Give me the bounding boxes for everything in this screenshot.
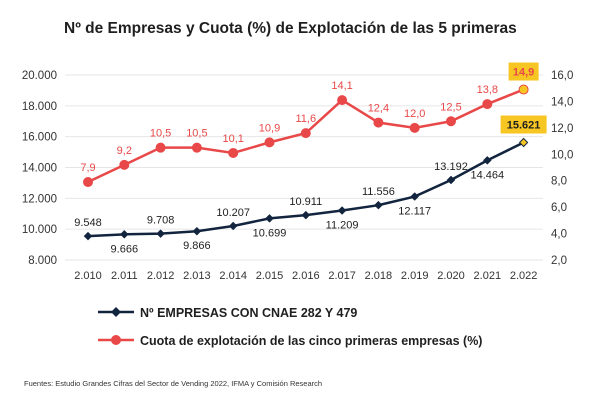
data-label-empresas: 12.117 [398,206,431,218]
marker-cuota [155,142,166,153]
marker-empresas [337,206,347,215]
marker-empresas [265,214,274,223]
right-axis: 2,0 4,0 6,0 8,0 10,0 12,0 14,0 16,0 [551,70,573,267]
x-tick-label: 2.019 [401,270,429,282]
data-label-empresas: 11.556 [362,186,395,198]
x-tick-label: 2.018 [365,270,393,282]
legend: Nº EMPRESAS CON CNAE 282 Y 479 Cuota de e… [98,306,482,348]
data-label-cuota: 14,9 [513,67,534,79]
marker-cuota [264,137,275,148]
marker-empresas [156,229,165,239]
data-label-empresas: 13.192 [434,161,468,173]
data-label-cuota: 12,0 [404,108,425,120]
highlight-box [500,115,547,134]
marker-empresas [228,221,238,231]
right-tick-label: 14,0 [551,96,573,108]
x-tick-label: 2.022 [510,270,538,282]
marker-cuota [83,177,93,188]
marker-empresas [192,226,202,236]
x-tick-label: 2.017 [328,270,356,282]
data-label-cuota: 9,2 [117,145,132,157]
marker-cuota [518,84,529,95]
x-tick-label: 2.016 [292,270,320,282]
left-tick-label: 12.000 [22,193,57,205]
data-label-empresas: 10.699 [253,227,287,239]
legend-marker-cuota [111,335,121,345]
marker-cuota [373,117,384,128]
left-tick-label: 8.000 [28,255,57,267]
data-label-cuota: 7,9 [80,162,95,174]
data-label-empresas: 9.866 [183,240,211,252]
data-label-empresas: 14.464 [470,169,504,181]
marker-cuota [228,147,239,158]
marker-cuota [482,99,493,110]
left-tick-label: 20.000 [22,70,57,82]
right-tick-label: 4,0 [551,229,567,241]
highlight-box [508,62,539,81]
right-tick-label: 16,0 [551,70,573,82]
marker-empresas [301,210,311,220]
marker-cuota [300,128,311,139]
marker-empresas [482,155,492,165]
x-tick-label: 2.014 [219,270,247,282]
data-label-cuota: 14,1 [331,80,352,92]
right-tick-label: 6,0 [551,202,567,214]
x-axis: 2.010 2.011 2.012 2.013 2.014 2.015 2.016 2.017… [74,270,537,282]
series [83,84,529,241]
data-label-cuota: 11,6 [296,113,317,125]
data-label-cuota: 12,4 [368,103,389,115]
marker-cuota [191,142,202,153]
data-label-empresas: 9.666 [111,243,139,255]
right-tick-label: 10,0 [551,149,573,161]
source-note: Fuentes: Estudio Grandes Cifras del Sect… [24,379,322,388]
data-label-cuota: 10,1 [222,133,243,145]
data-label-empresas: 10.207 [216,207,250,219]
x-tick-label: 2.012 [147,270,175,282]
chart-title: Nº de Empresas y Cuota (%) de Explotació… [64,20,517,37]
left-axis: 8.000 10.000 12.000 14.000 16.000 18.000 20.00… [22,70,57,267]
data-label-cuota: 13,8 [477,84,498,96]
marker-empresas [119,229,129,239]
marker-empresas [446,175,456,185]
marker-cuota [337,95,348,106]
marker-cuota [409,122,420,133]
marker-cuota [119,159,130,170]
marker-empresas [374,200,383,210]
right-tick-label: 12,0 [551,123,573,135]
data-label-empresas: 11.209 [326,220,359,232]
left-tick-label: 18.000 [22,101,57,113]
x-tick-label: 2.013 [183,270,211,282]
x-tick-label: 2.010 [74,270,102,282]
data-label-cuota: 10,5 [150,128,171,140]
data-label-empresas: 15.621 [507,120,541,132]
marker-empresas [83,231,93,241]
x-tick-label: 2.020 [437,270,465,282]
data-label-cuota: 10,5 [186,128,207,140]
data-label-empresas: 9.548 [74,217,102,229]
left-tick-label: 16.000 [22,132,57,144]
right-tick-label: 8,0 [551,176,567,188]
x-tick-label: 2.011 [111,270,138,282]
data-label-cuota: 12,5 [440,101,461,113]
x-tick-label: 2.015 [256,270,284,282]
data-label-empresas: 10.911 [289,196,322,208]
legend-label-cuota: Cuota de explotación de las cinco primer… [140,334,482,348]
data-label-empresas: 9.708 [147,215,175,227]
data-label-cuota: 10,9 [259,122,280,134]
marker-empresas [410,192,420,201]
grid [65,74,543,261]
left-tick-label: 14.000 [22,163,57,175]
left-tick-label: 10.000 [22,224,57,236]
marker-cuota [446,116,456,127]
x-tick-label: 2.021 [474,270,502,282]
legend-marker-empresas [111,307,121,317]
right-tick-label: 2,0 [551,255,567,267]
legend-label-empresas: Nº EMPRESAS CON CNAE 282 Y 479 [140,306,357,320]
marker-empresas [518,137,529,148]
